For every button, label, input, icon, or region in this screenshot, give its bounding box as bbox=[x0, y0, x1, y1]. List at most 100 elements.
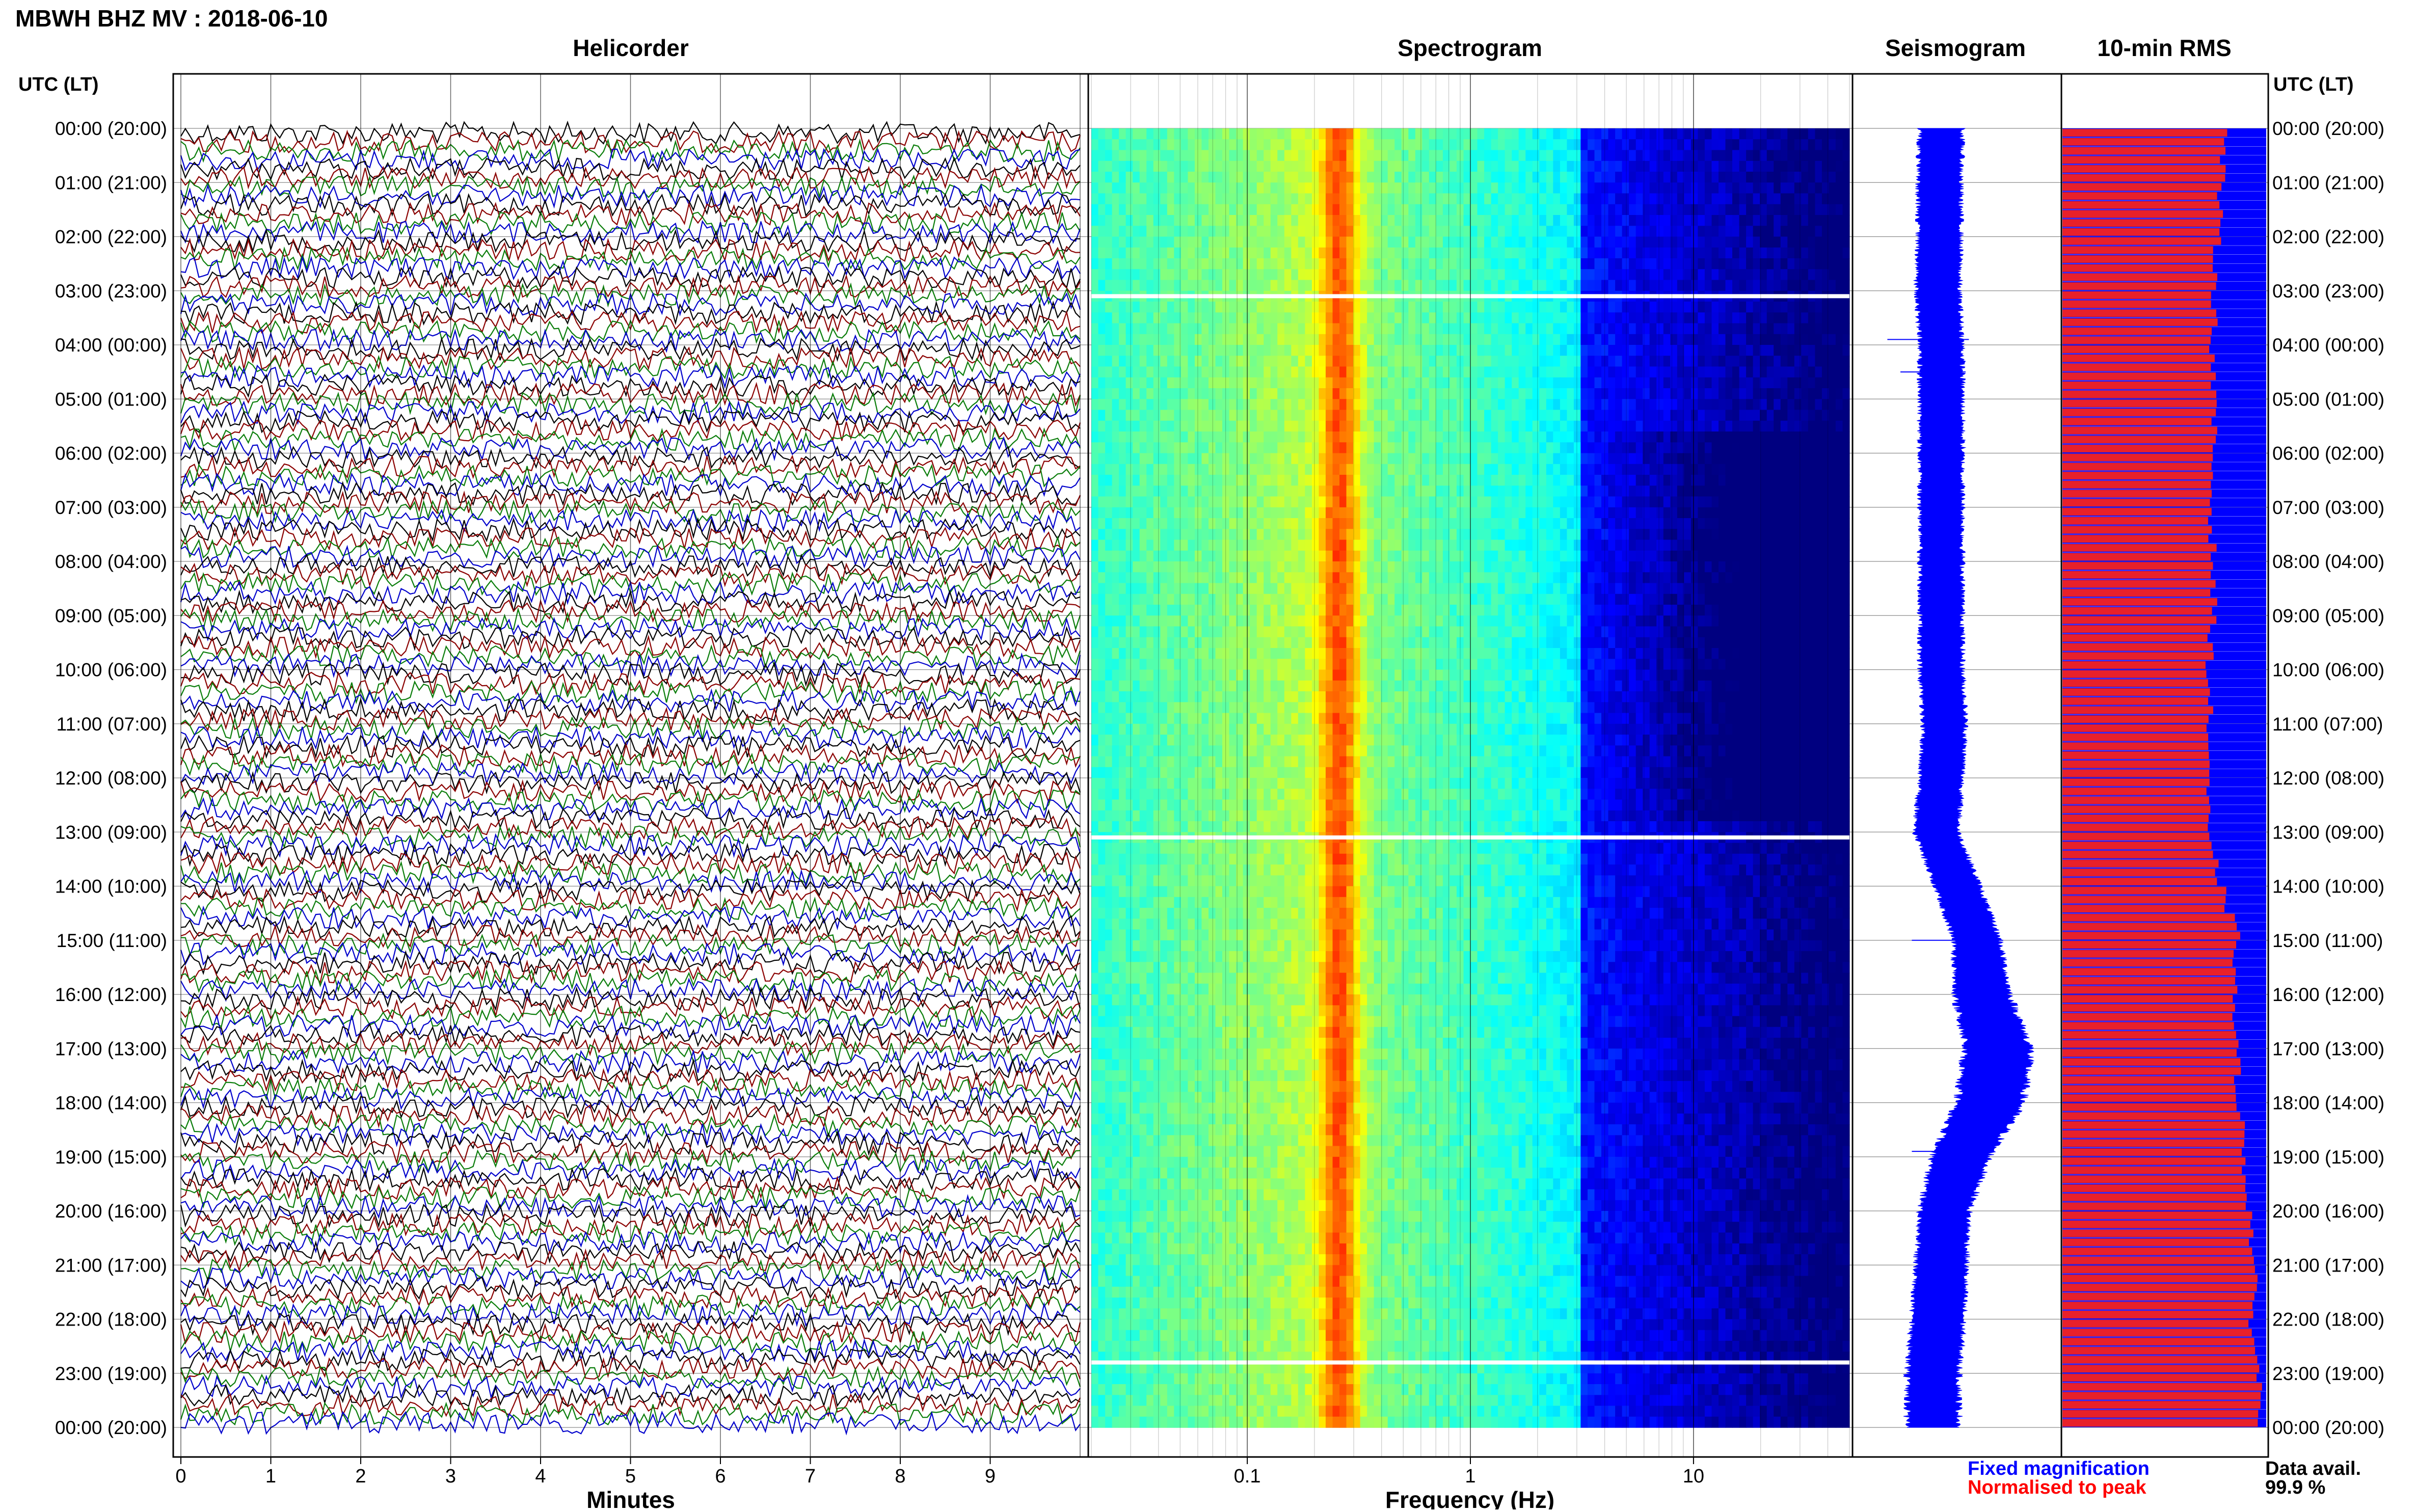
spectrogram-cell bbox=[1408, 442, 1415, 453]
spectrogram-cell bbox=[1787, 204, 1794, 215]
spectrogram-cell bbox=[1326, 356, 1333, 367]
spectrogram-cell bbox=[1298, 442, 1305, 453]
spectrogram-cell bbox=[1560, 551, 1567, 562]
spectrogram-cell bbox=[1312, 475, 1319, 486]
spectrogram-cell bbox=[1691, 248, 1698, 259]
spectrogram-cell bbox=[1250, 312, 1257, 323]
spectrogram-cell bbox=[1533, 150, 1540, 161]
spectrogram-cell bbox=[1153, 475, 1161, 486]
spectrogram-cell bbox=[1567, 182, 1574, 194]
spectrogram-cell bbox=[1284, 561, 1292, 573]
spectrogram-cell bbox=[1388, 269, 1395, 280]
spectrogram-cell bbox=[1629, 475, 1636, 486]
spectrogram-cell bbox=[1691, 388, 1698, 399]
spectrogram-cell bbox=[1739, 377, 1747, 389]
spectrogram-cell bbox=[1319, 551, 1326, 562]
spectrogram-cell bbox=[1829, 485, 1836, 497]
spectrogram-cell bbox=[1388, 583, 1395, 595]
spectrogram-cell bbox=[1670, 529, 1677, 540]
spectrogram-cell bbox=[1126, 345, 1133, 356]
spectrogram-cell bbox=[1167, 280, 1174, 291]
spectrogram-cell bbox=[1291, 529, 1298, 540]
spectrogram-cell bbox=[1808, 302, 1815, 313]
spectrogram-cell bbox=[1781, 453, 1788, 465]
spectrogram-cell bbox=[1553, 485, 1560, 497]
spectrogram-cell bbox=[1753, 204, 1760, 215]
spectrogram-cell bbox=[1670, 226, 1677, 237]
spectrogram-cell bbox=[1829, 312, 1836, 323]
spectrogram-cell bbox=[1347, 583, 1354, 595]
spectrogram-cell bbox=[1374, 258, 1381, 269]
spectrogram-cell bbox=[1719, 302, 1726, 313]
spectrogram-cell bbox=[1319, 583, 1326, 595]
spectrogram-cell bbox=[1257, 529, 1264, 540]
spectrogram-cell bbox=[1533, 356, 1540, 367]
spectrogram-cell bbox=[1608, 269, 1616, 280]
spectrogram-cell bbox=[1298, 367, 1305, 378]
spectrogram-cell bbox=[1767, 497, 1774, 508]
spectrogram-cell bbox=[1739, 258, 1747, 269]
spectrogram-cell bbox=[1098, 226, 1106, 237]
spectrogram-cell bbox=[1491, 161, 1498, 172]
spectrogram-cell bbox=[1464, 226, 1471, 237]
spectrogram-cell bbox=[1140, 323, 1147, 335]
spectrogram-cell bbox=[1705, 431, 1712, 443]
spectrogram-cell bbox=[1615, 431, 1622, 443]
spectrogram-cell bbox=[1836, 302, 1843, 313]
spectrogram-cell bbox=[1774, 280, 1781, 291]
spectrogram-cell bbox=[1195, 172, 1202, 183]
spectrogram-cell bbox=[1333, 345, 1340, 356]
spectrogram-cell bbox=[1140, 572, 1147, 583]
spectrogram-cell bbox=[1257, 302, 1264, 313]
spectrogram-cell bbox=[1739, 583, 1747, 595]
spectrogram-cell bbox=[1567, 280, 1574, 291]
spectrogram-cell bbox=[1243, 182, 1250, 194]
spectrogram-cell bbox=[1656, 182, 1663, 194]
spectrogram-cell bbox=[1415, 302, 1423, 313]
spectrogram-cell bbox=[1739, 150, 1747, 161]
spectrogram-cell bbox=[1250, 421, 1257, 432]
spectrogram-cell bbox=[1326, 540, 1333, 551]
spectrogram-cell bbox=[1250, 356, 1257, 367]
spectrogram-cell bbox=[1705, 215, 1712, 226]
spectrogram-cell bbox=[1512, 248, 1519, 259]
spectrogram-cell bbox=[1470, 399, 1478, 410]
spectrogram-cell bbox=[1588, 583, 1595, 595]
spectrogram-cell bbox=[1719, 572, 1726, 583]
spectrogram-cell bbox=[1360, 421, 1367, 432]
spectrogram-cell bbox=[1257, 150, 1264, 161]
spectrogram-cell bbox=[1464, 594, 1471, 605]
spectrogram-cell bbox=[1726, 269, 1733, 280]
spectrogram-cell bbox=[1146, 442, 1153, 453]
spectrogram-cell bbox=[1105, 464, 1112, 475]
spectrogram-cell bbox=[1767, 161, 1774, 172]
spectrogram-cell bbox=[1533, 226, 1540, 237]
spectrogram-cell bbox=[1539, 583, 1546, 595]
spectrogram-cell bbox=[1277, 128, 1284, 140]
spectrogram-cell bbox=[1394, 442, 1402, 453]
spectrogram-cell bbox=[1326, 204, 1333, 215]
spectrogram-cell bbox=[1588, 540, 1595, 551]
spectrogram-cell bbox=[1567, 551, 1574, 562]
spectrogram-cell bbox=[1781, 561, 1788, 573]
spectrogram-cell bbox=[1539, 594, 1546, 605]
spectrogram-cell bbox=[1098, 485, 1106, 497]
spectrogram-cell bbox=[1394, 410, 1402, 421]
spectrogram-cell bbox=[1436, 204, 1443, 215]
spectrogram-cell bbox=[1815, 323, 1822, 335]
spectrogram-cell bbox=[1519, 128, 1526, 140]
spectrogram-cell bbox=[1574, 485, 1581, 497]
spectrogram-cell bbox=[1216, 172, 1223, 183]
spectrogram-cell bbox=[1491, 172, 1498, 183]
spectrogram-cell bbox=[1333, 280, 1340, 291]
spectrogram-cell bbox=[1291, 572, 1298, 583]
spectrogram-cell bbox=[1098, 442, 1106, 453]
spectrogram-cell bbox=[1746, 388, 1753, 399]
spectrogram-cell bbox=[1656, 356, 1663, 367]
spectrogram-cell bbox=[1622, 182, 1629, 194]
spectrogram-cell bbox=[1298, 431, 1305, 443]
spectrogram-cell bbox=[1126, 453, 1133, 465]
spectrogram-cell bbox=[1140, 139, 1147, 150]
spectrogram-cell bbox=[1408, 182, 1415, 194]
spectrogram-cell bbox=[1505, 237, 1512, 248]
